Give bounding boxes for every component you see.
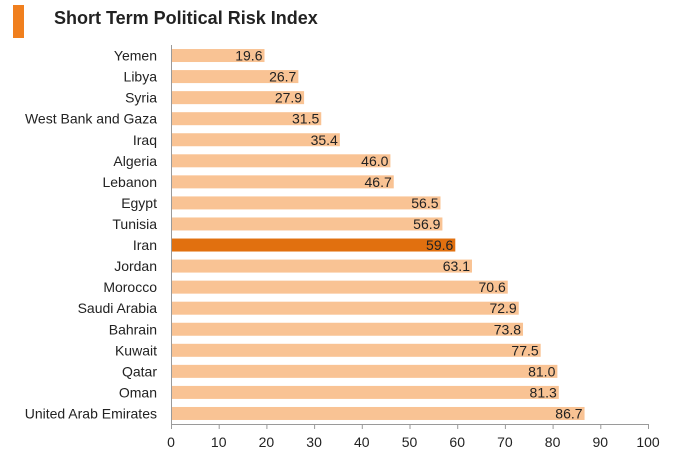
category-label: Iraq (133, 132, 157, 148)
bar-bahrain (172, 322, 524, 336)
category-label: Iran (133, 237, 157, 253)
bar-saudi-arabia (172, 301, 519, 315)
category-label: Morocco (103, 279, 157, 295)
category-label: Yemen (114, 48, 157, 64)
value-label: 56.9 (413, 216, 440, 232)
value-label: 59.6 (426, 237, 453, 253)
x-tick-label: 20 (259, 434, 275, 450)
x-tick-label: 90 (593, 434, 609, 450)
x-tick-label: 70 (497, 434, 513, 450)
category-label: Syria (125, 90, 157, 106)
category-label: Tunisia (112, 216, 157, 232)
bar-morocco (172, 280, 508, 294)
bar-united-arab-emirates (172, 406, 585, 420)
value-label: 19.6 (235, 48, 262, 64)
category-label: Oman (119, 384, 157, 400)
x-tick-label: 80 (545, 434, 561, 450)
bar-syria (172, 91, 305, 105)
category-label: Lebanon (102, 174, 157, 190)
value-label: 31.5 (292, 111, 319, 127)
bar-qatar (172, 364, 558, 378)
x-tick-label: 0 (167, 434, 175, 450)
bar-libya (172, 70, 299, 84)
category-label: Jordan (114, 258, 157, 274)
category-label: Egypt (121, 195, 157, 211)
value-label: 77.5 (511, 342, 538, 358)
value-label: 73.8 (494, 321, 521, 337)
category-label: Qatar (122, 363, 157, 379)
bar-oman (172, 385, 559, 399)
value-label: 46.7 (365, 174, 392, 190)
value-label: 70.6 (479, 279, 506, 295)
category-label: United Arab Emirates (25, 405, 157, 421)
x-tick-label: 50 (402, 434, 418, 450)
value-label: 46.0 (361, 153, 388, 169)
bar-iraq (172, 133, 340, 147)
bar-kuwait (172, 343, 541, 357)
value-label: 81.3 (530, 384, 557, 400)
bar-tunisia (172, 217, 443, 231)
title-accent-bar (13, 5, 24, 38)
value-label: 56.5 (411, 195, 438, 211)
value-label: 27.9 (275, 90, 302, 106)
x-tick-label: 10 (211, 434, 227, 450)
category-label: Libya (124, 69, 158, 85)
x-tick-label: 100 (636, 434, 660, 450)
bar-yemen (172, 49, 265, 63)
category-label: Algeria (113, 153, 157, 169)
category-label: Kuwait (115, 342, 157, 358)
category-label: West Bank and Gaza (25, 111, 157, 127)
value-label: 81.0 (528, 363, 555, 379)
x-tick-label: 60 (449, 434, 465, 450)
x-tick-label: 30 (306, 434, 322, 450)
bar-egypt (172, 196, 441, 210)
bar-west-bank-and-gaza (172, 112, 322, 126)
x-tick-label: 40 (354, 434, 370, 450)
value-label: 26.7 (269, 69, 296, 85)
value-label: 72.9 (489, 300, 516, 316)
bar-iran (172, 238, 456, 252)
value-label: 63.1 (443, 258, 470, 274)
chart-title: Short Term Political Risk Index (54, 8, 318, 28)
bar-algeria (172, 154, 391, 168)
value-label: 86.7 (555, 405, 582, 421)
category-label: Bahrain (109, 321, 157, 337)
bar-jordan (172, 259, 472, 273)
category-label: Saudi Arabia (78, 300, 158, 316)
bar-lebanon (172, 175, 394, 189)
value-label: 35.4 (311, 132, 338, 148)
